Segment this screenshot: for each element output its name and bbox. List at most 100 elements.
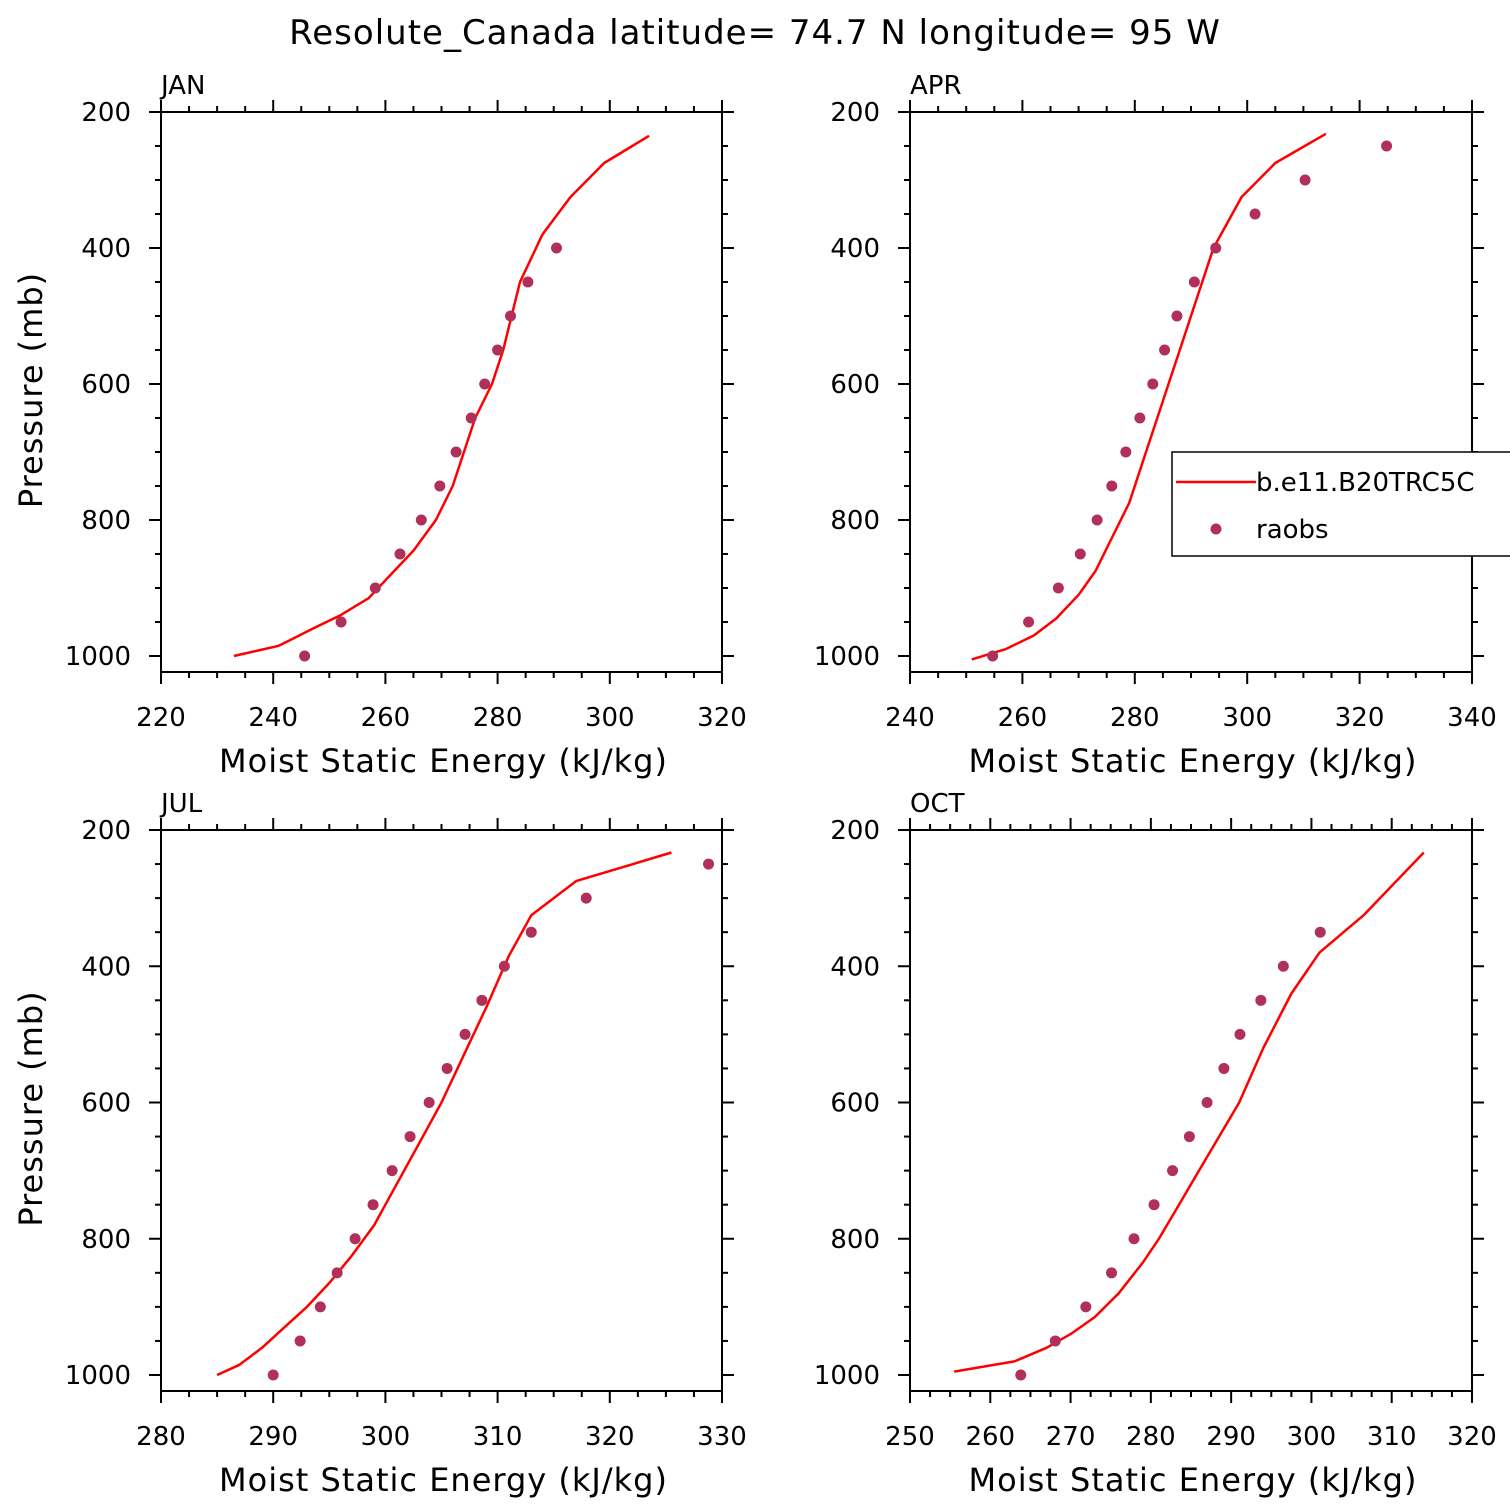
x-axis-label: Moist Static Energy (kJ/kg) [969,1461,1418,1499]
y-tick-label: 1000 [814,1361,880,1391]
raobs-point [404,1131,416,1143]
x-tick-label: 250 [885,1422,935,1452]
plot-frame-oct [909,829,1473,1392]
x-tick-label: 320 [697,703,747,733]
x-tick-label: 320 [1447,1422,1497,1452]
panel-apr: APR 240 260 280 300 320 340 200 400 600 800 1000 Moi… [814,71,1497,780]
x-tick-label: 330 [697,1422,747,1452]
raobs-point [522,276,534,288]
model-line-oct [953,851,1425,1373]
x-tick-label: 280 [1126,1422,1176,1452]
raobs-point [1049,1335,1061,1347]
raobs-point [314,1301,326,1313]
x-tick-label: 310 [1367,1422,1417,1452]
x-axis-label: Moist Static Energy (kJ/kg) [219,1461,668,1499]
x-tick-label: 280 [1110,703,1160,733]
model-line-apr [971,132,1327,661]
model-line-jul [216,851,672,1377]
raobs-point [987,650,999,662]
x-tick-label: 300 [585,703,635,733]
legend: b.e11.B20TRC5C raobs [1171,451,1510,557]
y-tick-label: 400 [830,952,880,982]
y-tick-label: 600 [81,370,131,400]
panel-jul: JUL 280 290 300 310 320 330 200 400 600 800 1000 Moi… [12,789,747,1499]
raobs-point [1106,1267,1118,1279]
x-tick-label: 280 [136,1422,186,1452]
raobs-point [1299,174,1311,186]
x-tick-label: 290 [248,1422,298,1452]
y-axis-label: Pressure (mb) [12,990,50,1226]
raobs-point [369,582,381,594]
y-tick-label: 800 [830,1225,880,1255]
x-tick-label: 260 [965,1422,1015,1452]
raobs-point [476,994,488,1006]
x-tick-label: 260 [998,703,1048,733]
panel-label-jan: JAN [159,71,205,101]
raobs-point [1381,140,1393,152]
y-tick-label: 600 [830,1089,880,1119]
raobs-point [349,1233,361,1245]
raobs-point [1128,1233,1140,1245]
raobs-point [1171,310,1183,322]
y-tick-label: 1000 [65,642,131,672]
raobs-point [459,1028,471,1040]
raobs-point [1314,926,1326,938]
raobs-point [1074,548,1086,560]
panels-group: JAN 220 240 260 280 300 320 200 400 600 800 1000 Moi… [12,71,1497,1499]
x-tick-label: 240 [885,703,935,733]
model-line-jan [233,134,650,658]
raobs-point [1091,514,1103,526]
raobs-point [1120,446,1132,458]
x-tick-label: 320 [1335,703,1385,733]
legend-label-raobs: raobs [1256,515,1329,545]
x-tick-label: 320 [585,1422,635,1452]
y-tick-label: 800 [830,506,880,536]
panel-jan: JAN 220 240 260 280 300 320 200 400 600 800 1000 Moi… [12,71,747,780]
raobs-point [394,548,406,560]
y-tick-label: 600 [81,1089,131,1119]
raobs-point [492,344,504,356]
raobs-point [441,1062,453,1074]
x-tick-label: 300 [361,1422,411,1452]
y-tick-label: 800 [81,506,131,536]
raobs-point [1015,1369,1027,1381]
x-tick-label: 280 [473,703,523,733]
y-tick-label: 200 [81,816,131,846]
x-axis-label: Moist Static Energy (kJ/kg) [219,742,668,780]
x-tick-label: 310 [473,1422,523,1452]
x-axis-label: Moist Static Energy (kJ/kg) [969,742,1418,780]
raobs-point [525,926,537,938]
raobs-point [1167,1165,1179,1177]
raobs-point [1052,582,1064,594]
raobs-point [505,310,517,322]
raobs-point [434,480,446,492]
panel-label-apr: APR [910,71,962,101]
x-tick-label: 260 [361,703,411,733]
x-tick-label: 340 [1447,703,1497,733]
panel-oct: OCT 250 260 270 280 290 300 310 320 200 400 600 800 1… [814,789,1497,1499]
x-tick-label: 270 [1046,1422,1096,1452]
raobs-point [415,514,427,526]
raobs-point [1249,208,1261,220]
raobs-point [465,412,477,424]
raobs-point [386,1165,398,1177]
y-tick-label: 800 [81,1225,131,1255]
y-tick-label: 400 [81,952,131,982]
raobs-point [1210,242,1222,254]
raobs-point [1147,378,1159,390]
y-tick-label: 200 [830,816,880,846]
raobs-point [703,858,715,870]
panel-label-jul: JUL [159,789,203,819]
raobs-point [294,1335,306,1347]
y-tick-label: 400 [830,234,880,264]
raobs-point [1148,1199,1160,1211]
raobs-point [580,892,592,904]
legend-marker-swatch [1210,523,1222,535]
x-tick-label: 220 [136,703,186,733]
raobs-point [1234,1028,1246,1040]
raobs-point [423,1097,435,1108]
x-tick-label: 290 [1206,1422,1256,1452]
y-tick-label: 1000 [814,642,880,672]
raobs-point [1159,344,1171,356]
